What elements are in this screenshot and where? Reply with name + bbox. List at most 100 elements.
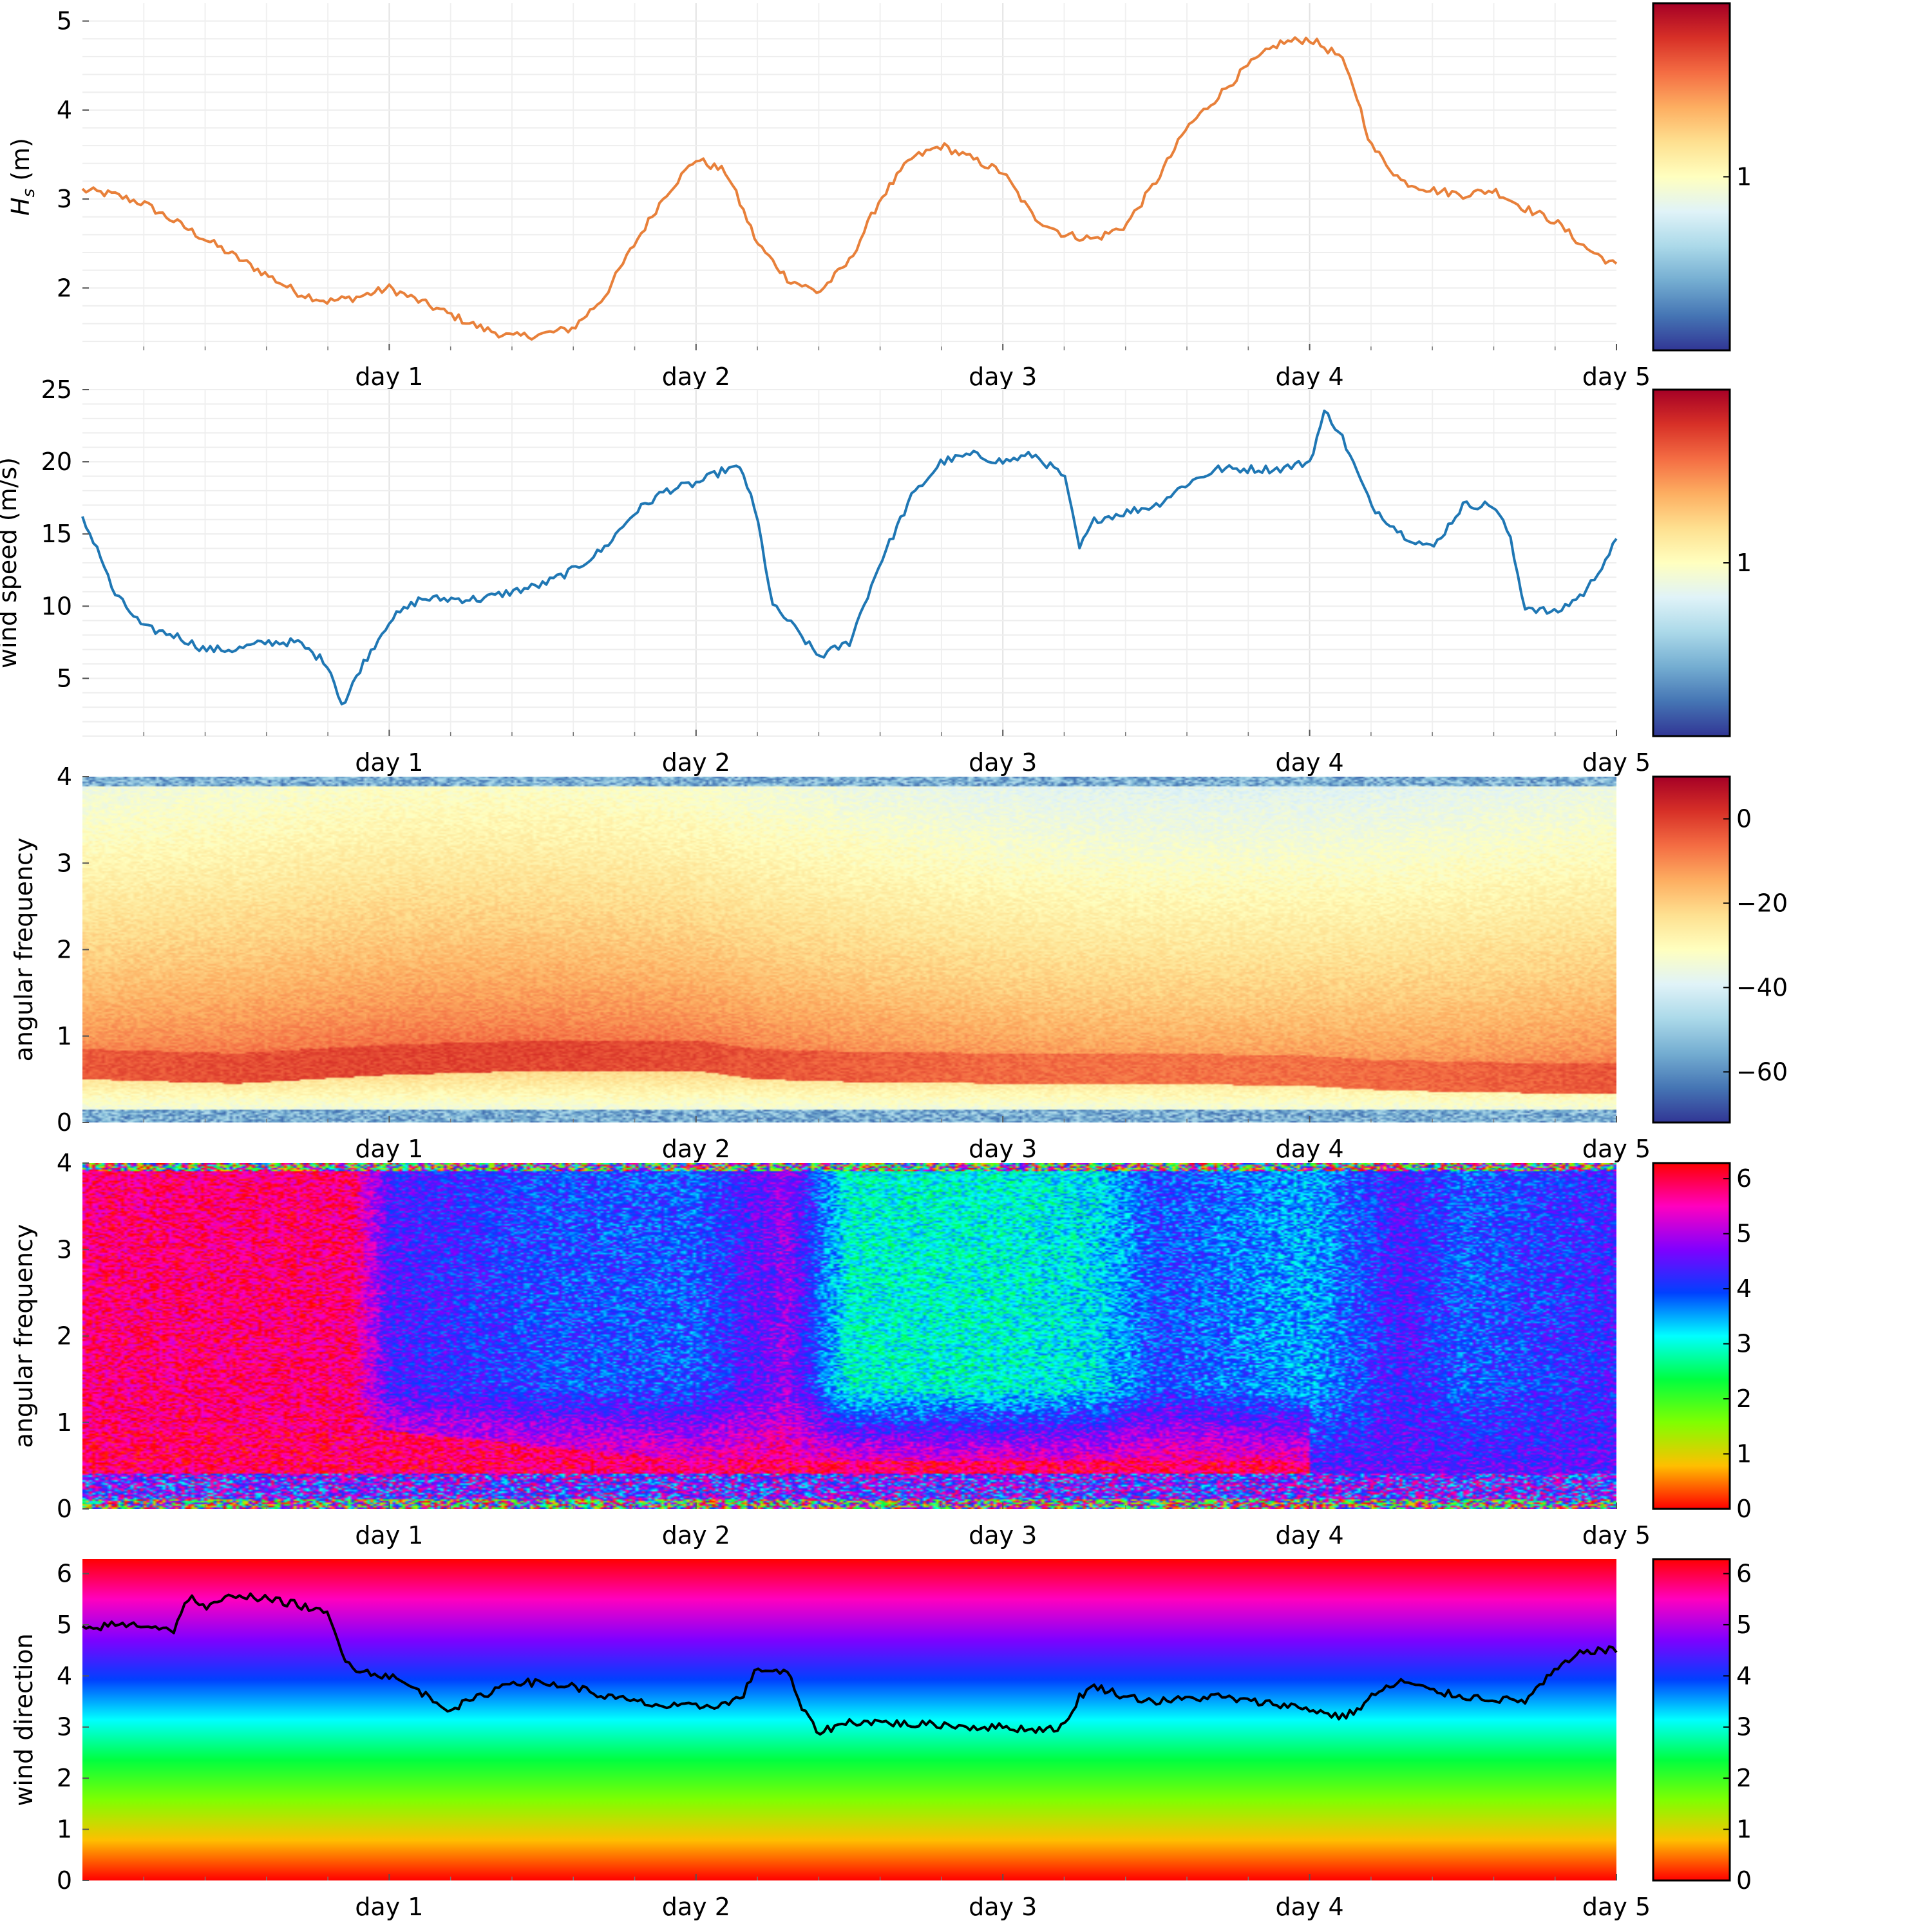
x-tick-label: day 4	[1276, 1893, 1344, 1921]
x-tick-label: day 2	[662, 1135, 730, 1163]
y-tick-label: 0	[57, 1866, 72, 1895]
x-tick-label: day 4	[1276, 1135, 1344, 1163]
x-tick-label: day 1	[355, 363, 423, 391]
colorbar-gradient	[1652, 2, 1731, 352]
x-tick-label: day 2	[662, 1893, 730, 1921]
y-axis-label: wind direction	[10, 1633, 38, 1806]
colorbar-tick-label: −20	[1736, 889, 1788, 917]
y-tick-label: 3	[57, 1235, 72, 1264]
y-tick-label: 3	[57, 1713, 72, 1741]
y-tick-label: 4	[57, 1662, 72, 1690]
y-tick-label: 3	[57, 849, 72, 877]
colorbar-tick-label: 6	[1736, 1559, 1752, 1587]
y-axis-label: Hs (m)	[6, 138, 39, 216]
colorbar-tick-label: 2	[1736, 1385, 1752, 1413]
panel-1	[81, 3, 1618, 350]
y-axis-label: angular frequency	[10, 1224, 38, 1448]
y-axis-5: 0 1 2 3 4 5 6 wind direction	[10, 1559, 89, 1895]
colorbar-tick-label: 1	[1736, 1440, 1752, 1468]
x-axis-2: day 1 day 2 day 3 day 4 day 5	[143, 730, 1651, 777]
x-tick-label: day 4	[1276, 748, 1344, 777]
panel-5	[81, 1559, 1618, 1880]
colorbar-tick-label: 0	[1736, 804, 1752, 833]
y-axis-label: angular frequency	[10, 838, 38, 1062]
colorbar-tick-label: 4	[1736, 1274, 1752, 1303]
x-tick-label: day 2	[662, 363, 730, 391]
y-tick-label: 0	[57, 1108, 72, 1137]
x-tick-label: day 3	[969, 1893, 1037, 1921]
colorbar-tick-label: 2	[1736, 1764, 1752, 1792]
x-tick-label: day 1	[355, 748, 423, 777]
y-axis-4: 0 1 2 3 4 angular frequency	[10, 1149, 89, 1523]
colorbar-5: 0 1 2 3 4 5 6	[1652, 1558, 1752, 1895]
y-tick-label: 1	[57, 1815, 72, 1844]
colorbar-tick-label: −60	[1736, 1057, 1788, 1086]
y-tick-label: 10	[41, 592, 72, 620]
y-tick-label: 20	[41, 448, 72, 476]
y-tick-label: 2	[57, 936, 72, 964]
colorbar-3: 0 −20 −40 −60	[1652, 775, 1788, 1124]
gridlines	[82, 3, 1616, 350]
colorbar-gradient	[1652, 1162, 1731, 1510]
colorbar-tick-label: 4	[1736, 1662, 1752, 1690]
x-tick-label: day 3	[969, 748, 1037, 777]
colorbar-gradient	[1652, 775, 1731, 1124]
series-line	[81, 36, 1618, 341]
series-line	[81, 410, 1618, 706]
y-tick-label: 4	[57, 96, 72, 124]
y-tick-label: 5	[57, 7, 72, 35]
y-tick-label: 1	[57, 1408, 72, 1437]
y-tick-label: 25	[41, 375, 72, 404]
colorbar-tick-label: 6	[1736, 1164, 1752, 1193]
panel-2	[81, 389, 1618, 737]
y-tick-label: 5	[57, 1611, 72, 1639]
colorbar-tick-label: 0	[1736, 1866, 1752, 1895]
y-tick-label: 0	[57, 1495, 72, 1523]
colorbar-gradient	[1652, 1558, 1731, 1882]
colorbar-tick-label: 3	[1736, 1330, 1752, 1358]
x-tick-label: day 4	[1276, 363, 1344, 391]
colorbar-tick-label: 1	[1736, 1815, 1752, 1844]
x-tick-label: day 1	[355, 1893, 423, 1921]
x-axis-4: day 1 day 2 day 3 day 4 day 5	[143, 1502, 1651, 1549]
y-axis-label: wind speed (m/s)	[0, 457, 22, 668]
y-axis-1: 2 3 4 5 Hs (m)	[6, 7, 89, 302]
colorbar-tick-label: 5	[1736, 1220, 1752, 1248]
colorbar-tick-label: 1	[1736, 163, 1752, 191]
spectrogram-image	[82, 777, 1616, 1122]
panel-4	[82, 1163, 1616, 1509]
colorbar-tick-label: 5	[1736, 1611, 1752, 1639]
gridlines	[82, 389, 1616, 737]
colorbar-tick-label: 3	[1736, 1713, 1752, 1741]
x-tick-label: day 4	[1276, 1521, 1344, 1549]
y-tick-label: 1	[57, 1022, 72, 1050]
y-axis-3: 0 1 2 3 4 angular frequency	[10, 762, 89, 1137]
colorbar-tick-label: 1	[1736, 549, 1752, 577]
x-tick-label: day 1	[355, 1135, 423, 1163]
y-tick-label: 5	[57, 664, 72, 692]
y-tick-label: 4	[57, 762, 72, 791]
x-tick-label: day 5	[1582, 363, 1651, 391]
series-line	[81, 1592, 1618, 1736]
x-tick-label: day 1	[355, 1521, 423, 1549]
x-axis-3: day 1 day 2 day 3 day 4 day 5	[143, 1116, 1651, 1163]
x-axis-1: day 1 day 2 day 3 day 4 day 5	[143, 344, 1651, 391]
colorbar-gradient	[1652, 388, 1731, 737]
colorbar-tick-label: −40	[1736, 973, 1788, 1001]
x-tick-label: day 2	[662, 748, 730, 777]
x-tick-label: day 5	[1582, 1893, 1651, 1921]
x-tick-label: day 3	[969, 363, 1037, 391]
x-tick-label: day 3	[969, 1135, 1037, 1163]
y-tick-label: 2	[57, 1322, 72, 1350]
y-tick-label: 4	[57, 1149, 72, 1177]
panel-3	[82, 777, 1616, 1122]
y-tick-label: 2	[57, 1764, 72, 1792]
y-tick-label: 6	[57, 1559, 72, 1587]
x-tick-label: day 3	[969, 1521, 1037, 1549]
y-tick-label: 15	[41, 520, 72, 548]
x-tick-label: day 2	[662, 1521, 730, 1549]
colorbar-1: 1	[1652, 2, 1752, 352]
colorbar-2: 1	[1652, 388, 1752, 737]
x-tick-label: day 5	[1582, 1135, 1651, 1163]
